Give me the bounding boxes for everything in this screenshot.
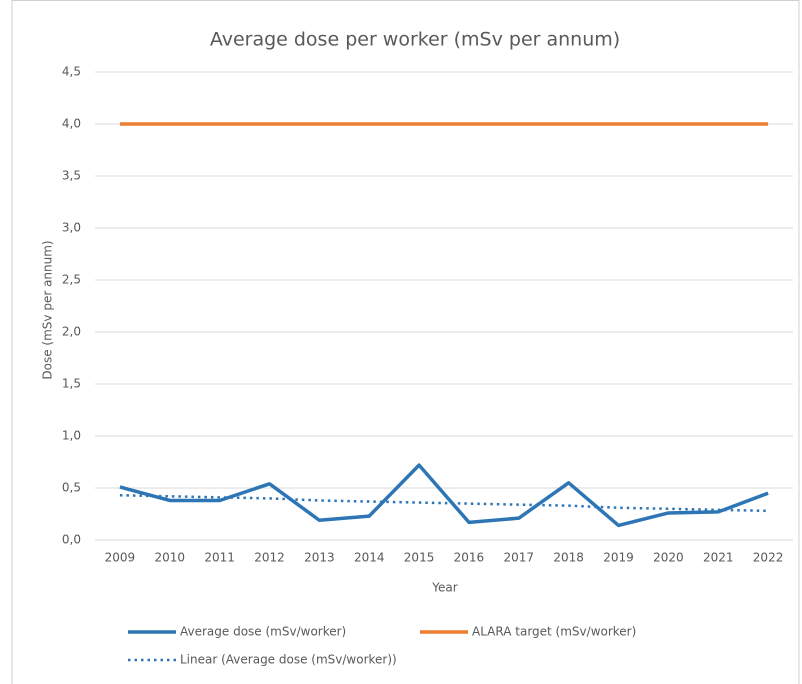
- chart-title: Average dose per worker (mSv per annum): [210, 29, 620, 51]
- x-tick-label: 2012: [254, 551, 285, 565]
- x-tick-label: 2011: [204, 551, 235, 565]
- series-line: [119, 463, 769, 528]
- y-tick-label: 0,0: [62, 533, 81, 547]
- x-tick-label: 2016: [454, 551, 485, 565]
- x-tick-label: 2013: [304, 551, 335, 565]
- y-axis-label: Dose (mSv per annum): [41, 240, 55, 379]
- x-tick-label: 2015: [404, 551, 435, 565]
- x-tick-label: 2010: [155, 551, 186, 565]
- x-axis-label: Year: [431, 581, 457, 595]
- x-tick-label: 2022: [753, 551, 784, 565]
- y-tick-label: 3,0: [62, 221, 81, 235]
- y-tick-label: 2,5: [62, 273, 81, 287]
- y-tick-label: 4,5: [62, 65, 81, 79]
- x-tick-label: 2021: [703, 551, 734, 565]
- y-tick-label: 2,0: [62, 325, 81, 339]
- legend-label: Average dose (mSv/worker): [180, 625, 346, 639]
- x-tick-label: 2018: [553, 551, 584, 565]
- x-tick-label: 2009: [105, 551, 136, 565]
- chart-frame: [11, 0, 800, 684]
- legend-label: Linear (Average dose (mSv/worker)): [180, 653, 397, 667]
- y-tick-label: 1,0: [62, 429, 81, 443]
- x-tick-label: 2017: [504, 551, 535, 565]
- y-tick-label: 4,0: [62, 117, 81, 131]
- x-tick-label: 2014: [354, 551, 385, 565]
- x-tick-label: 2019: [603, 551, 634, 565]
- series-line: [119, 494, 769, 513]
- y-tick-label: 1,5: [62, 377, 81, 391]
- y-tick-label: 3,5: [62, 169, 81, 183]
- y-tick-label: 0,5: [62, 481, 81, 495]
- legend-label: ALARA target (mSv/worker): [472, 625, 636, 639]
- x-tick-label: 2020: [653, 551, 684, 565]
